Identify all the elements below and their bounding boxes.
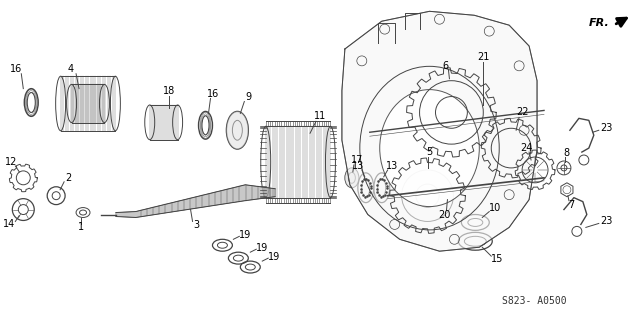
Text: 24: 24 [520,143,532,153]
Text: 15: 15 [491,254,504,264]
Text: 1: 1 [78,222,84,233]
Text: 23: 23 [600,123,613,133]
Text: 11: 11 [314,111,326,121]
Text: 7: 7 [568,200,574,210]
Text: 13: 13 [385,161,398,171]
Polygon shape [342,11,537,251]
Text: 16: 16 [10,64,22,74]
Text: 8: 8 [564,148,570,158]
Text: 18: 18 [163,85,175,96]
Text: 19: 19 [256,243,268,253]
Text: S823- A0500: S823- A0500 [502,296,567,306]
Text: 16: 16 [207,89,220,99]
Ellipse shape [380,90,479,207]
Text: 5: 5 [426,147,433,157]
Text: FR.: FR. [589,18,610,28]
Text: 17: 17 [351,155,363,165]
Text: 2: 2 [65,173,71,183]
Text: 19: 19 [239,230,252,240]
Text: 4: 4 [68,64,74,74]
Polygon shape [116,185,275,218]
Ellipse shape [345,168,359,188]
Text: 6: 6 [442,61,449,71]
Text: 21: 21 [477,52,490,62]
Text: 22: 22 [516,108,529,117]
Text: 23: 23 [600,217,613,226]
Text: 9: 9 [245,92,252,101]
Ellipse shape [227,111,248,149]
Text: 3: 3 [193,220,200,230]
Text: 20: 20 [438,210,451,219]
Text: 13: 13 [352,161,364,171]
Text: 14: 14 [3,219,15,229]
Text: 19: 19 [268,252,280,262]
Text: 12: 12 [5,157,17,167]
Text: 10: 10 [489,203,501,212]
